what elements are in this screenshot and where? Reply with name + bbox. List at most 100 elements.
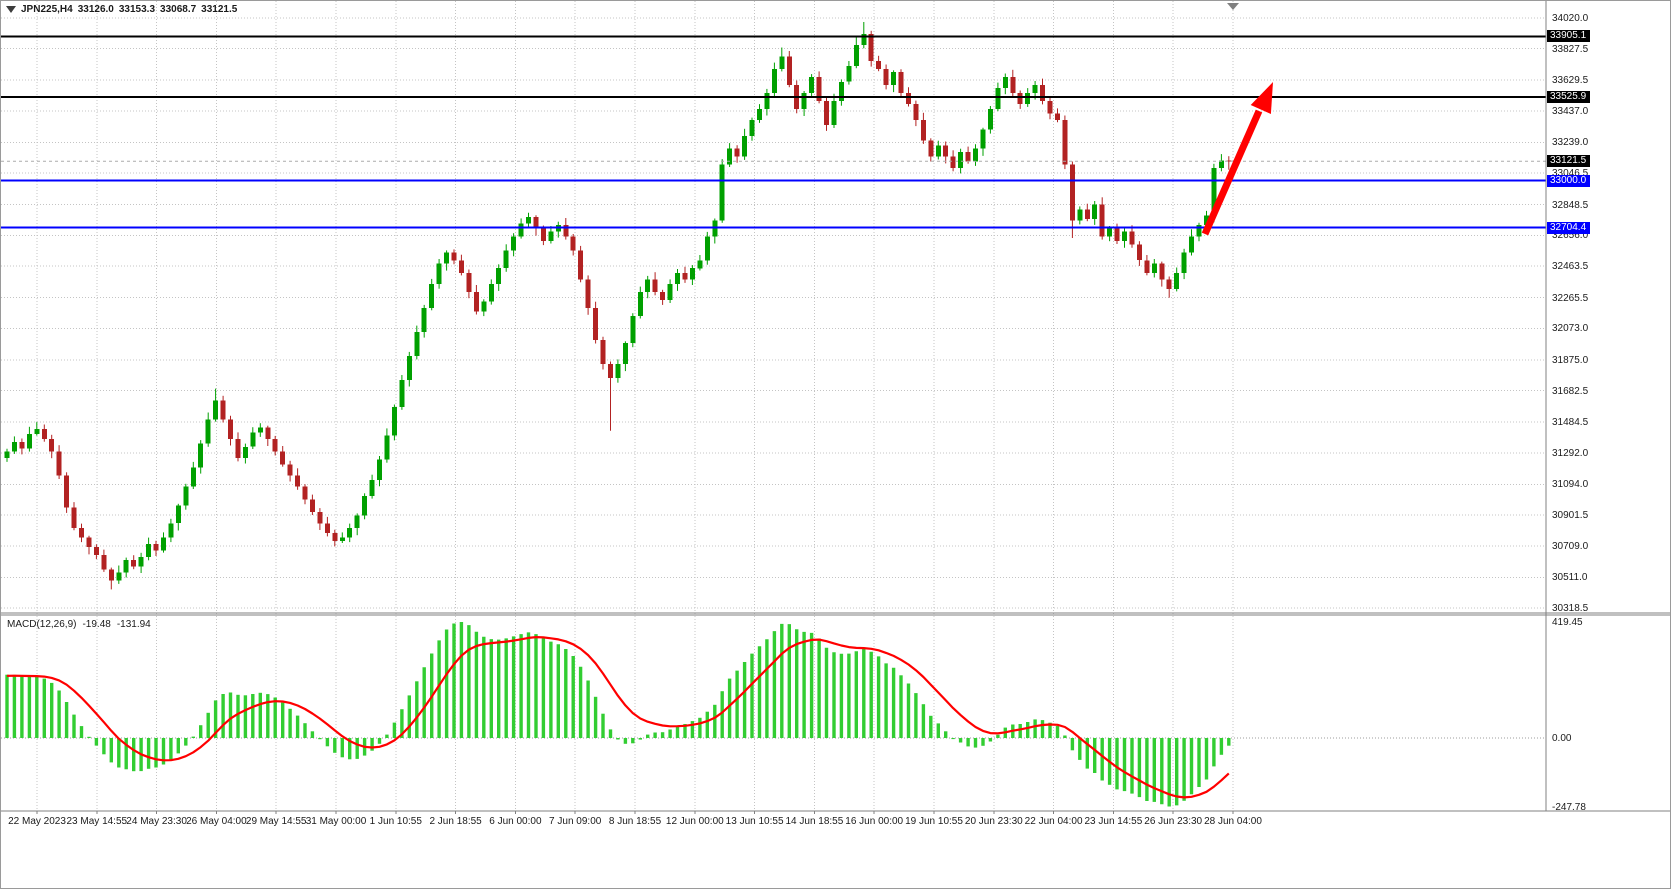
- price-gridline-label: 31875.0: [1552, 354, 1589, 366]
- macd-value: -19.48: [82, 619, 111, 630]
- price-gridline-label: 33437.0: [1552, 105, 1589, 117]
- time-axis-label: 7 Jun 09:00: [549, 816, 602, 827]
- candle-body: [257, 427, 263, 433]
- candle-body: [906, 92, 911, 105]
- candle-body: [570, 236, 576, 251]
- candle-body: [228, 419, 233, 439]
- candle-body: [540, 228, 546, 242]
- ohlc-close: 33121.5: [201, 4, 238, 15]
- candle-body: [995, 88, 1001, 109]
- macd-signal-value: -131.94: [116, 619, 151, 630]
- candle-body: [458, 260, 464, 274]
- candle-body: [339, 537, 345, 541]
- candle-body: [309, 499, 315, 513]
- time-axis[interactable]: 22 May 2023 23 May 14:55 24 May 23:30 26 Ma…: [1, 811, 1670, 888]
- candle-body: [667, 284, 673, 301]
- time-axis-label: 28 Jun 04:00: [1204, 816, 1262, 827]
- candle-body: [391, 406, 397, 436]
- price-gridline-label: 31682.5: [1552, 385, 1589, 397]
- price-gridline-label: 34020.0: [1552, 13, 1589, 24]
- price-tag: 33525.9: [1547, 90, 1591, 103]
- candle-body: [965, 151, 971, 162]
- candle-body: [1226, 160, 1232, 162]
- candle-body: [324, 523, 330, 533]
- candle-body: [1092, 204, 1098, 219]
- candle-body: [1114, 228, 1120, 242]
- price-gridline-label: 33239.0: [1552, 137, 1589, 149]
- candle-body: [771, 69, 777, 93]
- candle-body: [56, 451, 62, 476]
- candle-body: [973, 148, 978, 162]
- time-axis-label: 6 Jun 00:00: [489, 816, 542, 827]
- candle-body: [1025, 92, 1031, 105]
- time-axis-label: 14 Jun 18:55: [785, 816, 844, 827]
- candle-body: [302, 486, 308, 500]
- time-axis-label: 16 Jun 00:00: [845, 816, 904, 827]
- candle-body: [697, 260, 703, 269]
- candle-body: [548, 231, 554, 242]
- candle-body: [928, 140, 934, 157]
- candle-body: [213, 400, 219, 420]
- price-tag: 32704.4: [1547, 221, 1591, 234]
- price-gridline-label: 30709.0: [1552, 540, 1589, 552]
- candle-body: [660, 292, 666, 301]
- price-gridline-label: 32656.0: [1552, 230, 1589, 242]
- candle-body: [64, 475, 70, 508]
- candle-body: [347, 528, 353, 538]
- candle-body: [704, 236, 710, 261]
- candle-body: [1069, 164, 1075, 221]
- candle-body: [123, 559, 129, 573]
- price-gridline-label: 30318.5: [1552, 603, 1589, 614]
- candle-body: [1196, 225, 1202, 237]
- candle-body: [742, 136, 748, 157]
- price-gridline-label: 30901.5: [1552, 510, 1589, 522]
- candle-body: [831, 100, 837, 125]
- candle-body: [332, 532, 338, 541]
- candle-body: [615, 363, 621, 379]
- candle-body: [444, 252, 450, 264]
- trend-arrow-shaft[interactable]: [1201, 109, 1263, 236]
- ohlc-open: 33126.0: [77, 4, 114, 15]
- candle-body: [146, 544, 152, 557]
- candle-body: [280, 451, 286, 465]
- symbol-name: JPN225,H4: [21, 4, 73, 15]
- candle-body: [1211, 167, 1217, 216]
- macd-scale-label: 0.00: [1552, 733, 1572, 744]
- time-axis-label: 24 May 23:30: [126, 816, 187, 827]
- trend-arrow-head[interactable]: [1250, 82, 1273, 114]
- candle-body: [801, 92, 807, 109]
- candle-body: [637, 292, 643, 317]
- candle-body: [250, 432, 256, 447]
- candle-body: [168, 523, 174, 538]
- price-gridline-label: 31094.0: [1552, 479, 1589, 491]
- candle-body: [205, 419, 211, 444]
- time-axis-label: 8 Jun 18:55: [608, 816, 662, 827]
- candle-body: [93, 547, 99, 556]
- chart-shift-marker-icon[interactable]: [1227, 3, 1239, 10]
- time-axis-label: 26 May 04:00: [186, 816, 247, 827]
- candle-body: [436, 263, 442, 285]
- candle-body: [593, 308, 599, 340]
- candle-body: [1017, 92, 1023, 105]
- candle-body: [503, 250, 509, 269]
- price-gridline-label: 32265.5: [1552, 292, 1589, 304]
- candle-body: [898, 72, 904, 93]
- candle-body: [265, 427, 271, 439]
- candle-body: [622, 343, 628, 364]
- candle-body: [1084, 209, 1090, 219]
- candle-body: [608, 363, 613, 379]
- candle-body: [1166, 279, 1172, 289]
- candle-body: [406, 355, 412, 380]
- candle-body: [1204, 215, 1209, 226]
- time-axis-label: 22 Jun 04:00: [1024, 816, 1083, 827]
- candle-body: [399, 379, 405, 407]
- candle-body: [727, 148, 733, 165]
- candle-body: [958, 151, 964, 168]
- candle-body: [853, 45, 859, 66]
- candle-body: [86, 537, 92, 548]
- candle-body: [235, 438, 241, 458]
- time-axis-label: 13 Jun 10:55: [725, 816, 784, 827]
- candle-body: [1181, 252, 1187, 273]
- price-axis[interactable]: 34020.0 33827.5 33629.5 33437.0 33239.0 33046…: [1546, 1, 1670, 813]
